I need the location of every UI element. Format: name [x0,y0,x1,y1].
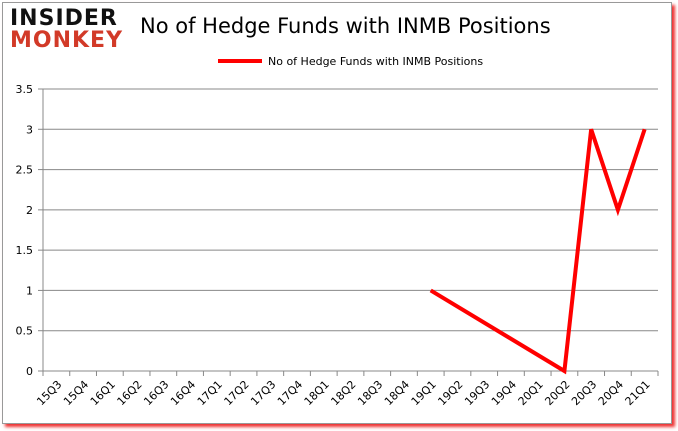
y-tick-label: 0.5 [16,325,34,338]
legend-label: No of Hedge Funds with INMB Positions [268,55,483,68]
y-tick-label: 2 [26,204,33,217]
x-tick-label: 18Q2 [328,378,358,408]
chart-frame [2,2,672,424]
x-tick-label: 19Q4 [489,378,519,408]
y-tick-label: 3 [26,123,33,136]
x-tick-label: 16Q2 [115,378,145,408]
y-tick-label: 2.5 [16,164,34,177]
insider-monkey-logo: INSIDER MONKEY [10,8,123,52]
x-tick-label: 15Q4 [61,378,91,408]
y-tick-label: 1.5 [16,244,34,257]
x-tick-label: 19Q2 [435,378,465,408]
x-tick-label: 17Q4 [275,378,305,408]
x-tick-label: 18Q1 [302,378,332,408]
x-tick-label: 15Q3 [34,378,64,408]
x-tick-label: 20Q4 [596,378,626,408]
logo-line2: MONKEY [10,28,124,53]
x-tick-label: 20Q1 [516,378,546,408]
x-tick-label: 19Q3 [462,378,492,408]
y-tick-label: 1 [26,284,33,297]
x-tick-label: 16Q1 [88,378,118,408]
x-tick-label: 21Q1 [623,378,653,408]
x-tick-label: 20Q2 [542,378,572,408]
x-tick-label: 18Q4 [382,378,412,408]
x-tick-label: 18Q3 [355,378,385,408]
x-tick-label: 17Q1 [195,378,225,408]
logo-line1: INSIDER [10,6,118,31]
x-tick-label: 17Q2 [222,378,252,408]
x-tick-label: 20Q3 [569,378,599,408]
x-tick-label: 16Q3 [141,378,171,408]
series-line [429,128,647,375]
chart-title: No of Hedge Funds with INMB Positions [140,14,551,38]
x-tick-label: 16Q4 [168,378,198,408]
x-tick-label: 19Q1 [409,378,439,408]
y-tick-label: 0 [26,365,33,378]
x-tick-label: 17Q3 [248,378,278,408]
y-tick-label: 3.5 [16,83,34,96]
